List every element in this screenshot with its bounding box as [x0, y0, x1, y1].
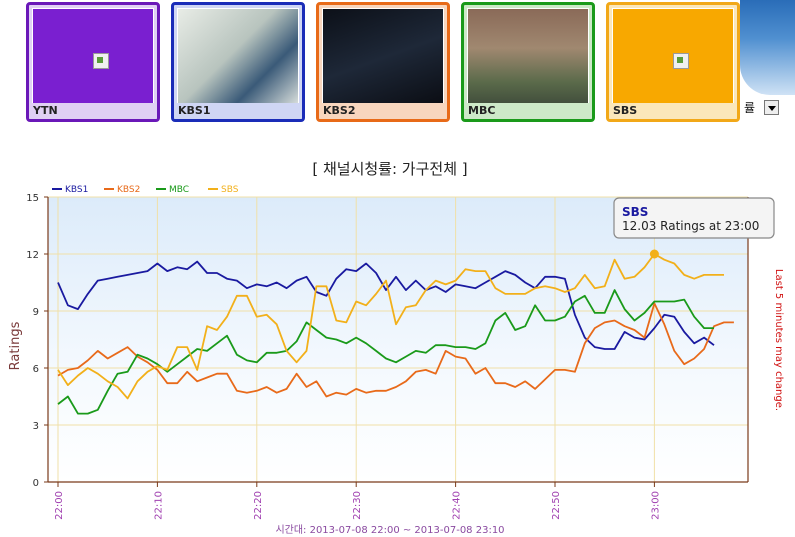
- legend-entry: MBC: [169, 185, 189, 195]
- channel-label: SBS: [609, 103, 737, 119]
- series-line-sbs: [57, 253, 724, 400]
- plot-area: [48, 197, 748, 482]
- channel-thumbnail[interactable]: [177, 8, 299, 108]
- x-tick-label: 22:50: [551, 491, 562, 520]
- x-axis-label: 시간대: 2013-07-08 22:00 ~ 2013-07-08 23:10: [275, 524, 504, 536]
- x-tick-label: 22:00: [54, 491, 65, 520]
- y-axis-label: Ratings: [8, 321, 23, 370]
- y-tick-label: 9: [33, 307, 39, 318]
- channel-bar: YTN KBS1 KBS2 MBC SBS 률: [0, 0, 795, 128]
- y-tick-label: 3: [33, 421, 39, 432]
- y-tick-label: 12: [26, 250, 39, 261]
- broken-image-icon: [93, 53, 109, 69]
- legend-entry: SBS: [221, 185, 239, 195]
- x-tick-label: 22:20: [253, 491, 264, 520]
- legend-entry: KBS1: [65, 185, 88, 195]
- chart-title: [ 채널시청률: 가구전체 ]: [312, 160, 467, 178]
- x-tick-label: 22:10: [153, 491, 164, 520]
- series-line-kbs1: [57, 260, 715, 350]
- y-tick-label: 6: [33, 364, 39, 375]
- channel-kbs2[interactable]: KBS2: [316, 2, 450, 122]
- channel-thumbnail[interactable]: [467, 8, 589, 108]
- channel-mbc[interactable]: MBC: [461, 2, 595, 122]
- x-tick-label: 22:30: [352, 491, 363, 520]
- broken-image-icon: [673, 53, 689, 69]
- ratings-chart: 0 3 6 9 12 15 22:00 22:10 22:20 22:30 22:40 22:50 23…: [8, 160, 784, 536]
- channel-label: KBS2: [319, 103, 447, 119]
- tooltip-value: 12.03 Ratings at 23:00: [622, 219, 759, 233]
- channel-thumbnail[interactable]: [612, 8, 734, 108]
- channel-label: MBC: [464, 103, 592, 119]
- right-note: Last 5 minutes may change.: [773, 269, 784, 411]
- tooltip-marker: [649, 249, 659, 259]
- tooltip-box: [613, 197, 775, 239]
- rating-type-value: 률: [744, 101, 756, 115]
- chevron-down-icon[interactable]: [764, 100, 779, 115]
- x-tick-label: 23:00: [650, 491, 661, 520]
- rating-type-select[interactable]: 률: [744, 99, 780, 117]
- channel-sbs[interactable]: SBS: [606, 2, 740, 122]
- channel-label: YTN: [29, 103, 157, 119]
- channel-ytn[interactable]: YTN: [26, 2, 160, 122]
- y-tick-label: 15: [26, 193, 39, 204]
- channel-label: KBS1: [174, 103, 302, 119]
- channel-thumbnail[interactable]: [32, 8, 154, 108]
- channel-kbs1[interactable]: KBS1: [171, 2, 305, 122]
- series-line-mbc: [57, 289, 714, 415]
- sky-decoration: [740, 0, 795, 95]
- legend-entry: KBS2: [117, 185, 140, 195]
- tooltip-series: SBS: [622, 205, 648, 219]
- y-tick-label: 0: [33, 478, 39, 489]
- series-line-kbs2: [57, 302, 734, 398]
- x-tick-label: 22:40: [452, 491, 463, 520]
- channel-thumbnail[interactable]: [322, 8, 444, 108]
